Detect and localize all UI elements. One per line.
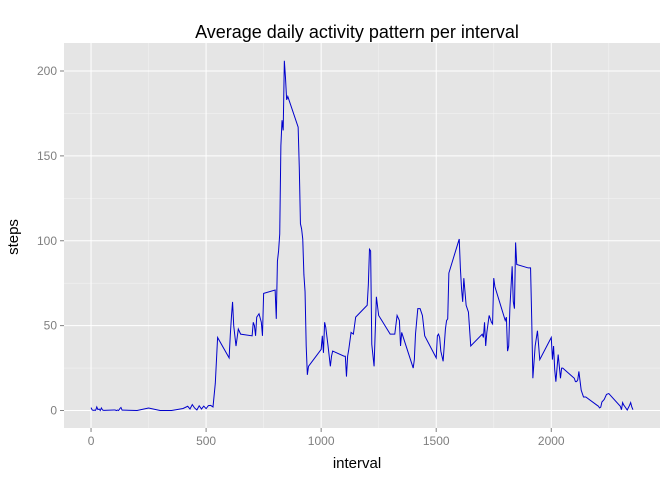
x-axis-ticks: 0 500 1000 1500 2000 [88,428,565,448]
y-axis-ticks: 0 50 100 150 200 [37,64,64,418]
y-tick-label: 150 [37,149,57,163]
y-tick-label: 0 [50,404,57,418]
major-grid [64,43,660,428]
x-axis-title: interval [333,455,381,472]
y-tick-label: 100 [37,234,57,248]
y-axis-title: steps [5,219,22,255]
plot-background [64,43,660,428]
x-tick-label: 0 [88,434,95,448]
series-line [90,60,634,412]
x-tick-label: 1500 [423,434,450,448]
y-tick-label: 200 [37,64,57,78]
chart-title: Average daily activity pattern per inter… [195,22,519,42]
x-tick-label: 1000 [308,434,335,448]
minor-grid [64,43,660,428]
y-tick-label: 50 [44,319,58,333]
x-tick-label: 2000 [538,434,565,448]
x-tick-label: 500 [196,434,216,448]
